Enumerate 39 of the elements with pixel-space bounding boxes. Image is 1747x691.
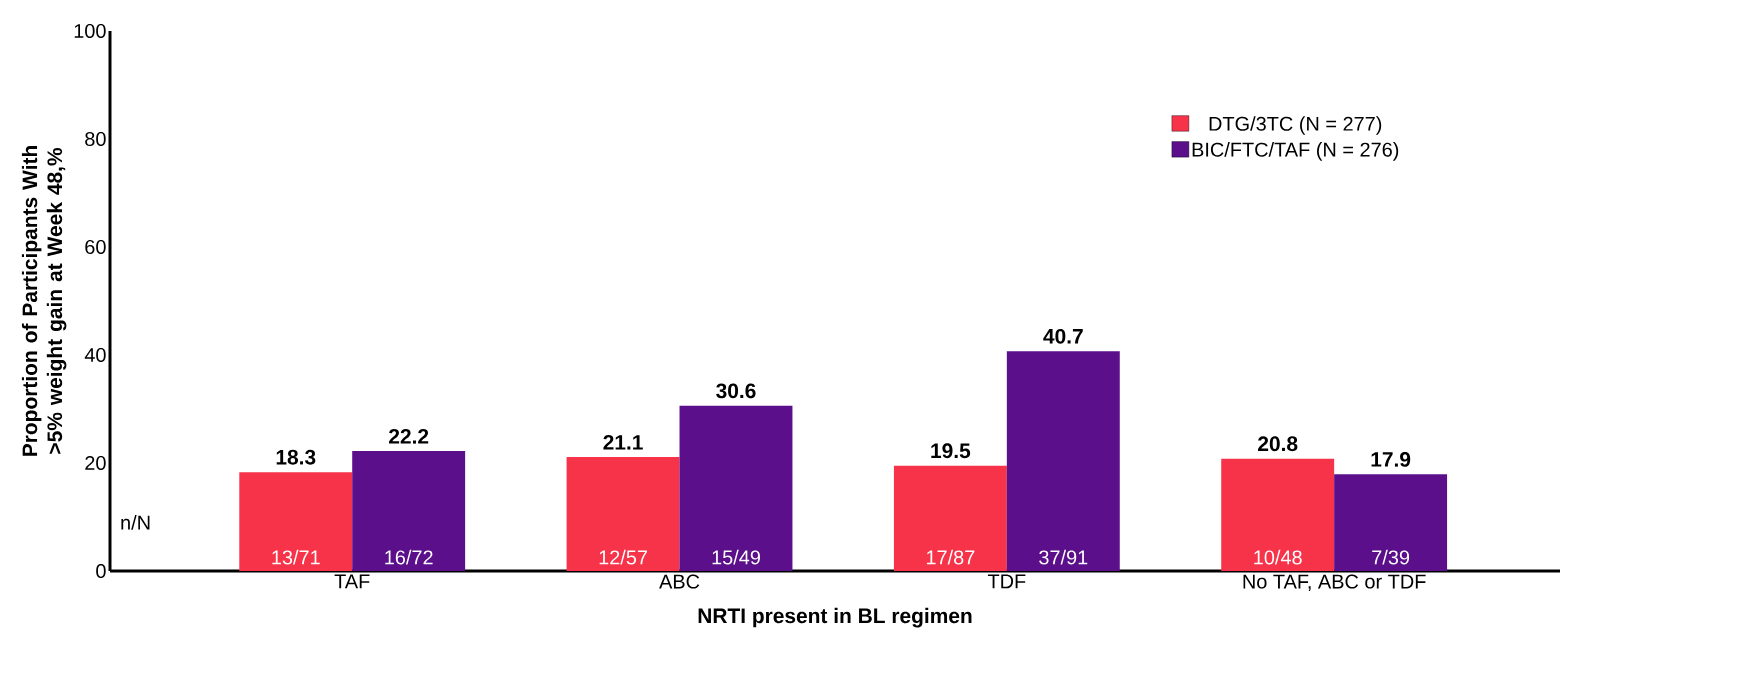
data-label: 21.1 [603, 434, 643, 450]
data-label: 20.8 [1258, 436, 1298, 452]
y-tick-label: 40 [84, 347, 106, 363]
data-label: 19.5 [931, 443, 971, 459]
y-tick-label: 100 [74, 23, 106, 39]
x-tick-label: TAF [334, 574, 370, 589]
annotation: n/N [121, 515, 150, 530]
data-label: 17.9 [1371, 452, 1411, 467]
data-label: 30.6 [716, 383, 756, 399]
annotation: 10/48 [1254, 549, 1302, 565]
data-label: 18.3 [276, 449, 316, 465]
legend-label: DTG/3TC (N = 277) [1209, 116, 1382, 135]
x-tick-label: No TAF, ABC or TDF [1243, 574, 1426, 591]
annotation: 15/49 [712, 549, 760, 565]
legend-label: BIC/FTC/TAF (N = 276) [1192, 142, 1399, 161]
bar [893, 465, 1007, 571]
y-tick-label: 0 [96, 563, 106, 579]
x-tick-label: TDF [987, 574, 1026, 589]
bar [1006, 351, 1120, 571]
annotation: 17/87 [926, 549, 975, 565]
y-tick-label: 60 [85, 239, 106, 255]
bar [352, 451, 466, 571]
bar [1334, 474, 1448, 571]
x-tick-label: ABC [659, 574, 700, 589]
bar [679, 405, 793, 571]
annotation: 12/57 [599, 549, 647, 565]
annotation: 37/91 [1039, 549, 1088, 565]
data-label: 40.7 [1043, 328, 1083, 344]
annotation: 13/71 [272, 549, 320, 565]
annotation: 16/72 [385, 549, 433, 565]
bar [239, 472, 353, 571]
data-label: 22.2 [389, 428, 429, 444]
bar [1221, 458, 1335, 571]
bar [566, 457, 680, 571]
annotation: 7/39 [1372, 549, 1410, 565]
y-tick-label: 80 [85, 131, 106, 147]
y-axis-title: Proportion of Participants With >5% weight gain at Week 48,% [21, 146, 67, 456]
x-axis-title: NRTI present in BL regimen [698, 607, 972, 628]
y-tick-label: 20 [85, 455, 106, 471]
